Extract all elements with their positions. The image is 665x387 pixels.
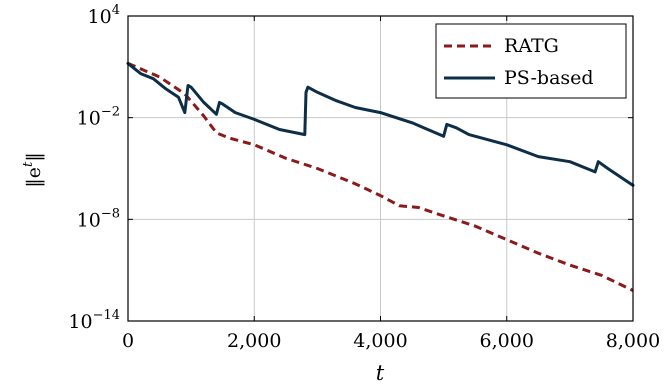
y-axis-label: ‖et‖ — [21, 152, 45, 187]
y-tick-label: 10−14 — [68, 308, 120, 333]
legend: RATG PS-based — [435, 23, 627, 99]
x-axis-label: t — [376, 361, 385, 385]
y-tick-label: 104 — [88, 3, 120, 28]
series-line-ratg — [127, 62, 634, 292]
y-axis-label-open: ‖e — [23, 167, 45, 188]
x-tick-label: 0 — [122, 330, 134, 352]
y-tick-label: 10−2 — [77, 105, 120, 130]
series-line-ps-based — [126, 61, 635, 187]
y-axis-label-sup: t — [21, 161, 36, 167]
legend-box — [435, 23, 627, 99]
x-tick-label: 6,000 — [480, 330, 534, 352]
y-tick-label: 10−8 — [77, 206, 120, 231]
x-tick-label: 8,000 — [606, 330, 660, 352]
legend-label-ps-based: PS-based — [504, 67, 594, 89]
x-tick-label: 4,000 — [353, 330, 407, 352]
legend-label-ratg: RATG — [504, 35, 559, 57]
series-layer — [126, 61, 635, 292]
y-axis-label-close: ‖ — [23, 152, 45, 162]
ticks: 0 2,000 4,000 6,000 8,000 10−14 10−8 10−2 104 — [68, 3, 660, 352]
x-tick-label: 2,000 — [227, 330, 281, 352]
